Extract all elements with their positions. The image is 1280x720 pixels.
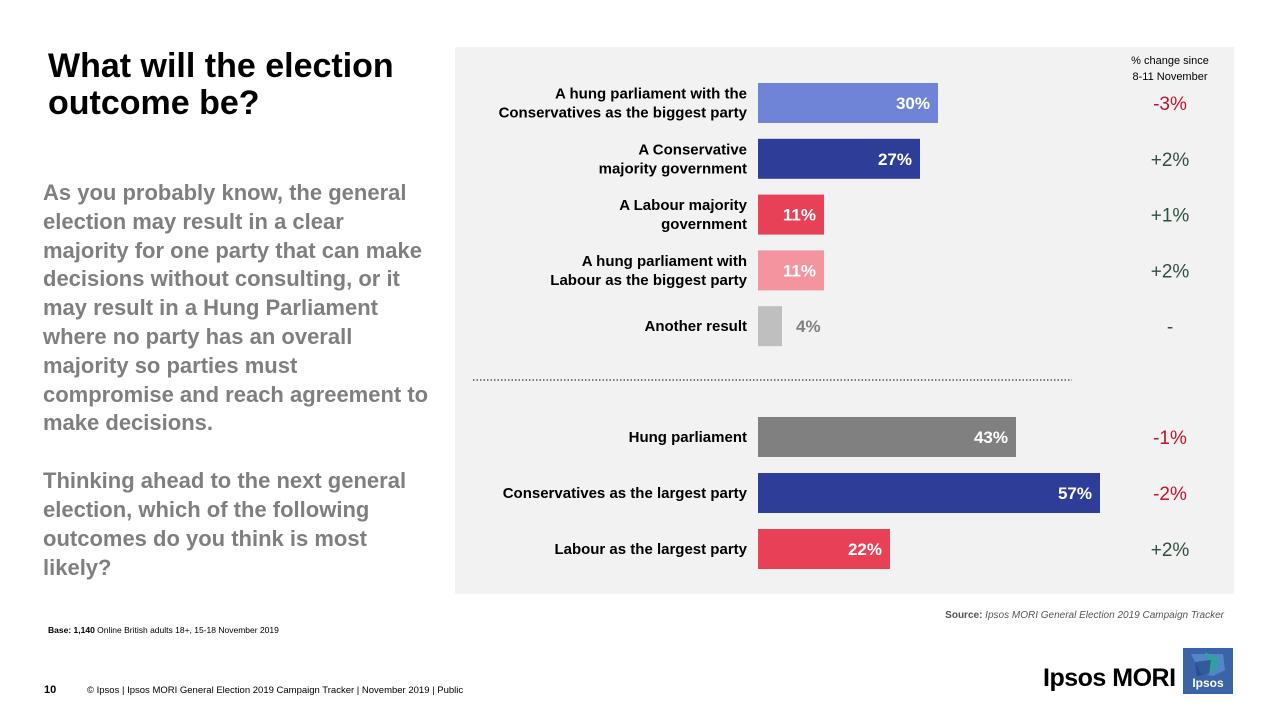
change-header-line1: % change since: [1131, 55, 1209, 67]
change-value: -1%: [1153, 428, 1187, 449]
bar: [758, 417, 1016, 457]
bar: [758, 194, 824, 235]
ipsos-logo-icon: Ipsos: [1183, 648, 1233, 694]
bar: [758, 83, 938, 123]
page-number: 10: [44, 684, 57, 696]
category-label: majority government: [599, 160, 747, 177]
logo-text: Ipsos: [1192, 676, 1224, 690]
change-value: -2%: [1153, 484, 1187, 505]
base-n: 1,140: [73, 625, 95, 635]
bar-value-label: 27%: [878, 150, 912, 169]
source-label: Source:: [945, 610, 983, 621]
category-label: Labour as the biggest party: [550, 272, 747, 289]
logo-shape-dark: [1195, 660, 1211, 676]
page-title: What will the election outcome be?: [48, 47, 394, 122]
bar: [758, 306, 782, 347]
category-label: government: [661, 216, 747, 233]
change-value: +2%: [1151, 150, 1190, 171]
category-label: Conservatives as the largest party: [503, 485, 748, 502]
change-value: -3%: [1153, 94, 1187, 115]
question-paragraph-1: As you probably know, the general electi…: [43, 180, 429, 436]
bar-value-label: 11%: [783, 261, 816, 280]
bar-value-label: 11%: [783, 206, 816, 225]
question-paragraph-2: Thinking ahead to the next general elect…: [43, 468, 407, 580]
brand-wordmark: Ipsos MORI: [1043, 664, 1176, 692]
category-label: A hung parliament with: [582, 253, 747, 270]
category-label: Hung parliament: [629, 429, 747, 446]
bar-chart: % change since 8-11 November 30% A hung par…: [473, 55, 1209, 569]
change-value: -: [1167, 317, 1173, 338]
bar-value-label: 43%: [974, 428, 1008, 447]
base-note: Base: 1,140 Online British adults 18+, 1…: [48, 625, 279, 635]
source-text: Ipsos MORI General Election 2019 Campaig…: [982, 610, 1224, 621]
bar: [758, 138, 920, 179]
change-value: +1%: [1151, 206, 1190, 227]
change-header-line2: 8-11 November: [1133, 71, 1208, 83]
base-description: Online British adults 18+, 15-18 Novembe…: [94, 625, 279, 635]
category-label: Conservatives as the biggest party: [499, 105, 748, 122]
survey-question: As you probably know, the general electi…: [43, 179, 433, 582]
source-note: Source: Ipsos MORI General Election 2019…: [945, 610, 1224, 621]
bar: [758, 529, 890, 569]
category-label: A Labour majority: [619, 197, 747, 214]
base-label: Base:: [48, 625, 72, 635]
bar-value-label: 30%: [896, 94, 930, 113]
bar-value-label: 57%: [1058, 484, 1092, 503]
bar-value-label: 22%: [848, 540, 882, 559]
category-label: A Conservative: [638, 141, 747, 158]
category-label: A hung parliament with the: [555, 86, 747, 103]
category-label: Another result: [644, 318, 747, 335]
change-value: +2%: [1151, 540, 1190, 561]
category-label: Labour as the largest party: [554, 541, 747, 558]
bar: [758, 473, 1100, 513]
bar: [758, 250, 824, 291]
bar-value-label: 4%: [796, 317, 821, 336]
change-value: +2%: [1151, 261, 1190, 282]
footer-text: © Ipsos | Ipsos MORI General Election 20…: [87, 685, 464, 696]
